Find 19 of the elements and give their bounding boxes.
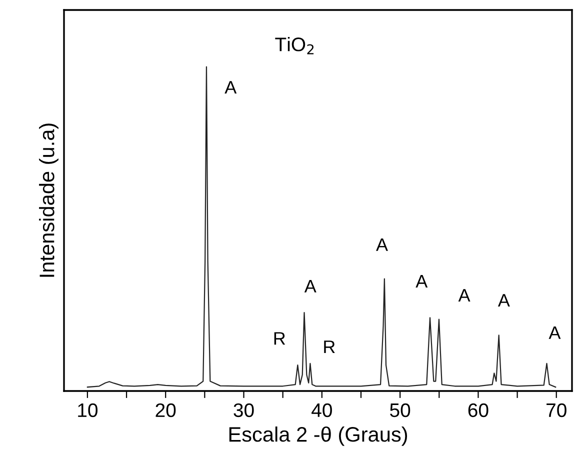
x-axis-title: Escala 2 -θ (Graus) xyxy=(229,426,408,446)
annotation: A xyxy=(224,81,237,94)
annotation: A xyxy=(548,326,561,339)
annotation: A xyxy=(376,238,388,251)
text: TiO$_{2}$ xyxy=(275,37,314,54)
y-axis-title: Intensidade (u.a) xyxy=(39,124,58,277)
annotation: A xyxy=(498,294,510,307)
x-tick-label: 70 xyxy=(546,403,566,418)
annotation: A xyxy=(304,280,316,292)
x-tick-label: 40 xyxy=(312,403,332,418)
annotation: R xyxy=(324,340,335,353)
x-tick-label: 30 xyxy=(234,403,254,418)
annotation: R xyxy=(274,332,286,345)
x-tick-label: 60 xyxy=(468,403,488,418)
x-tick-label: 20 xyxy=(156,403,176,418)
annotation: A xyxy=(416,275,428,288)
x-tick-label: 10 xyxy=(78,403,98,418)
x-tick-label: 50 xyxy=(390,403,410,418)
annotation: A xyxy=(458,289,470,302)
